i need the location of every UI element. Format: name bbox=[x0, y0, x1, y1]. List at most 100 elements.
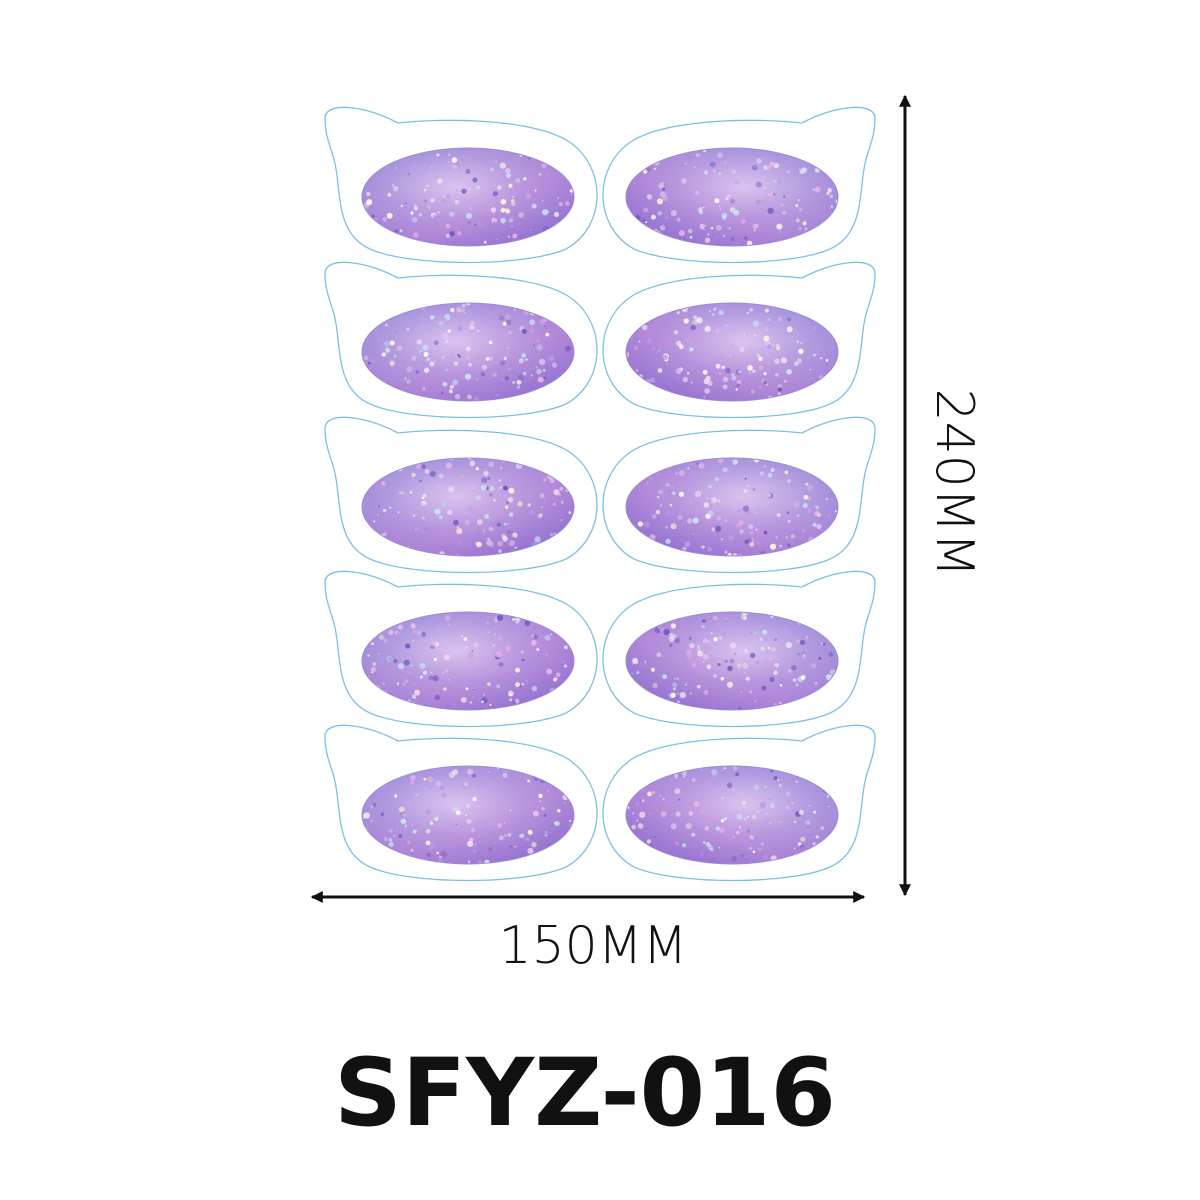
glitter-dot bbox=[438, 320, 444, 326]
glitter-dot bbox=[720, 538, 724, 541]
glitter-dot bbox=[798, 348, 804, 354]
glitter-dot bbox=[448, 771, 455, 779]
glitter-dot bbox=[749, 307, 753, 312]
glitter-dot bbox=[501, 378, 505, 382]
glitter-dot bbox=[468, 505, 473, 511]
glitter-dot bbox=[489, 167, 495, 172]
glitter-dot bbox=[488, 847, 493, 852]
glitter-dot bbox=[743, 671, 746, 674]
glitter-dot bbox=[643, 207, 649, 213]
glitter-dot bbox=[727, 665, 733, 672]
glitter-dot bbox=[447, 329, 451, 333]
glitter-dot bbox=[513, 308, 517, 311]
glitter-dot bbox=[707, 484, 712, 489]
glitter-dot bbox=[662, 354, 669, 361]
glitter-dot bbox=[401, 830, 403, 832]
glitter-dot bbox=[778, 783, 783, 787]
glitter-dot bbox=[490, 207, 497, 213]
glitter-dot bbox=[659, 627, 664, 633]
glitter-dot bbox=[688, 811, 693, 816]
glitter-dot bbox=[480, 372, 485, 377]
glitter-dot bbox=[736, 241, 740, 244]
glitter-dot bbox=[494, 619, 498, 623]
glitter-dot bbox=[409, 491, 413, 494]
glitter-dot bbox=[384, 347, 391, 353]
glitter-dot bbox=[675, 471, 679, 476]
glitter-dot bbox=[511, 198, 515, 203]
glitter-dot bbox=[743, 488, 748, 493]
glitter-dot bbox=[744, 477, 747, 480]
glitter-dot bbox=[759, 802, 767, 809]
glitter-dot bbox=[785, 641, 792, 649]
glitter-dot bbox=[425, 840, 431, 846]
glitter-dot bbox=[752, 488, 756, 491]
glitter-dot bbox=[828, 652, 834, 657]
glitter-dot bbox=[779, 684, 783, 687]
glitter-dot bbox=[439, 785, 445, 791]
glitter-dot bbox=[410, 635, 416, 642]
glitter-dot bbox=[558, 201, 564, 207]
glitter-dot bbox=[384, 340, 391, 347]
glitter-dot bbox=[422, 493, 427, 498]
glitter-dot bbox=[726, 782, 733, 788]
glitter-dot bbox=[830, 674, 832, 677]
glitter-dot bbox=[387, 192, 392, 197]
glitter-dot bbox=[702, 638, 708, 644]
glitter-dot bbox=[386, 212, 393, 219]
glitter-dot bbox=[784, 379, 787, 383]
glitter-dot bbox=[482, 530, 486, 533]
glitter-dot bbox=[698, 650, 701, 653]
glitter-dot bbox=[415, 829, 418, 832]
glitter-dot bbox=[738, 520, 744, 526]
glitter-dot bbox=[410, 664, 413, 667]
glitter-dot bbox=[386, 656, 393, 662]
glitter-dot bbox=[456, 231, 462, 236]
glitter-dot bbox=[367, 654, 370, 657]
glitter-dot bbox=[725, 197, 729, 201]
glitter-dot bbox=[488, 770, 490, 773]
glitter-dot bbox=[520, 833, 525, 838]
glitter-dot bbox=[662, 195, 669, 202]
glitter-dot bbox=[703, 689, 709, 696]
glitter-dot bbox=[507, 833, 512, 837]
glitter-dot bbox=[829, 194, 833, 198]
glitter-dot bbox=[815, 345, 820, 351]
glitter-dot bbox=[437, 211, 440, 214]
glitter-dot bbox=[502, 485, 508, 491]
glitter-dot bbox=[793, 820, 797, 824]
glitter-tint bbox=[362, 766, 574, 864]
glitter-dot bbox=[674, 788, 681, 795]
glitter-dot bbox=[487, 476, 491, 480]
glitter-dot bbox=[772, 344, 774, 346]
glitter-dot bbox=[493, 221, 496, 224]
glitter-dot bbox=[729, 355, 732, 358]
glitter-dot bbox=[691, 662, 697, 668]
glitter-dot bbox=[668, 635, 675, 642]
glitter-dot bbox=[426, 204, 432, 210]
glitter-dot bbox=[696, 646, 701, 651]
glitter-dot bbox=[465, 303, 471, 306]
glitter-dot bbox=[769, 803, 775, 808]
glitter-dot bbox=[796, 358, 803, 364]
glitter-dot bbox=[421, 626, 423, 628]
glitter-dot bbox=[793, 847, 796, 850]
glitter-dot bbox=[444, 615, 450, 621]
glitter-dot bbox=[392, 364, 395, 367]
glitter-dot bbox=[717, 662, 721, 667]
glitter-dot bbox=[708, 310, 711, 313]
glitter-dot bbox=[756, 810, 759, 813]
glitter-dot bbox=[541, 209, 549, 216]
glitter-dot bbox=[674, 773, 678, 778]
glitter-dot bbox=[403, 659, 410, 666]
glitter-dot bbox=[497, 614, 504, 621]
glitter-dot bbox=[540, 506, 543, 509]
glitter-dot bbox=[654, 627, 661, 634]
glitter-dot bbox=[462, 492, 467, 497]
glitter-dot bbox=[739, 826, 741, 829]
glitter-dot bbox=[731, 375, 737, 381]
glitter-dot bbox=[812, 188, 815, 191]
glitter-dot bbox=[537, 376, 544, 383]
glitter-dot bbox=[674, 677, 676, 680]
glitter-dot bbox=[790, 534, 795, 539]
glitter-dot bbox=[500, 198, 507, 205]
